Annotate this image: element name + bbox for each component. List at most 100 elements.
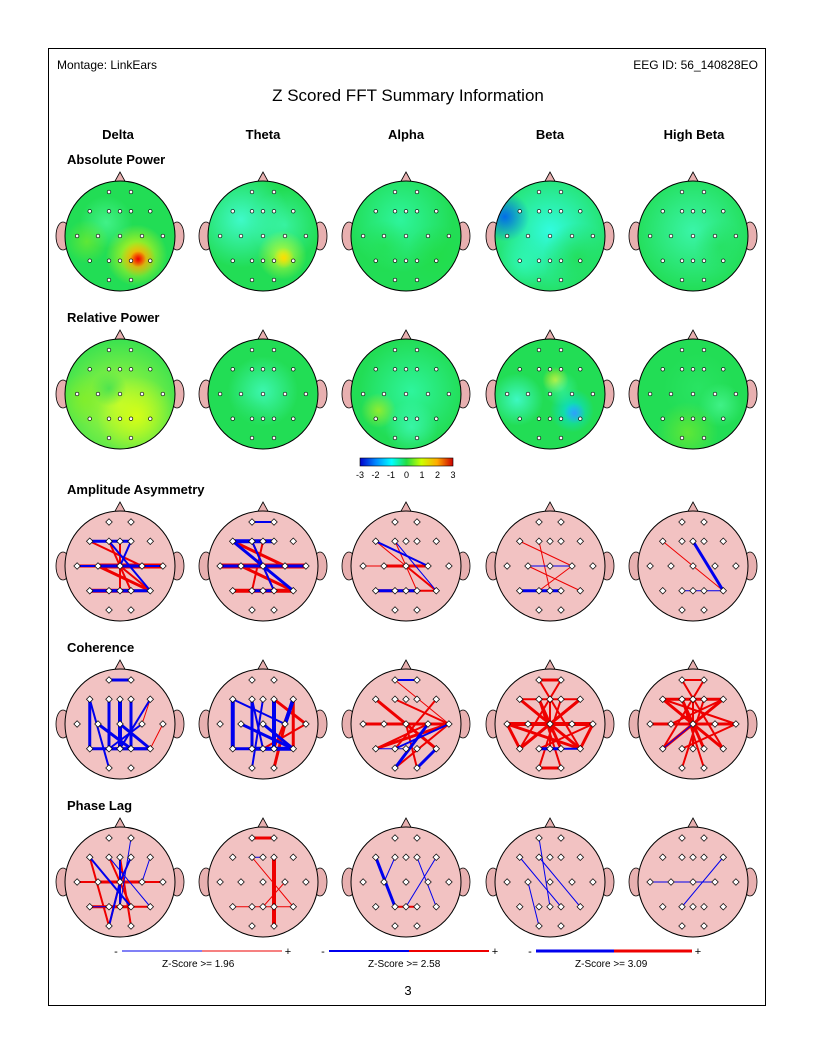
- electrode: [250, 259, 254, 263]
- legend-plus: +: [492, 946, 498, 958]
- electrode: [702, 259, 706, 263]
- electrode: [148, 209, 152, 213]
- electrode: [669, 234, 673, 238]
- electrode: [680, 348, 684, 352]
- electrode: [272, 190, 276, 194]
- electrode: [518, 259, 522, 263]
- electrode: [291, 259, 295, 263]
- electrode: [118, 259, 122, 263]
- electrode: [272, 436, 276, 440]
- electrode: [680, 259, 684, 263]
- electrode: [702, 367, 706, 371]
- electrode: [415, 348, 419, 352]
- electrode: [250, 417, 254, 421]
- electrode: [537, 278, 541, 282]
- electrode: [691, 234, 695, 238]
- electrode: [559, 278, 563, 282]
- head-map: [480, 160, 621, 301]
- page-number: 3: [0, 983, 816, 998]
- electrode: [648, 234, 652, 238]
- electrode: [261, 417, 265, 421]
- electrode: [231, 417, 235, 421]
- electrode: [272, 417, 276, 421]
- electrode: [721, 209, 725, 213]
- electrode: [537, 417, 541, 421]
- electrode: [393, 190, 397, 194]
- electrode: [250, 278, 254, 282]
- electrode: [140, 392, 144, 396]
- electrode: [648, 392, 652, 396]
- head-map: [629, 169, 757, 292]
- legend-minus: -: [321, 946, 325, 958]
- electrode: [691, 209, 695, 213]
- electrode: [107, 417, 111, 421]
- electrode: [374, 209, 378, 213]
- electrode: [591, 234, 595, 238]
- legend-minus: -: [114, 946, 118, 958]
- electrode: [374, 417, 378, 421]
- electrode: [118, 367, 122, 371]
- electrode: [434, 367, 438, 371]
- head-map: [56, 818, 184, 937]
- head-map: [56, 502, 184, 621]
- head-map: [629, 330, 757, 463]
- electrode: [526, 392, 530, 396]
- electrode: [537, 436, 541, 440]
- electrode: [291, 209, 295, 213]
- electrode: [434, 209, 438, 213]
- electrode: [107, 348, 111, 352]
- electrode: [518, 417, 522, 421]
- electrode: [691, 392, 695, 396]
- electrode: [239, 392, 243, 396]
- colorbar-tick: -3: [356, 470, 364, 480]
- electrode: [96, 234, 100, 238]
- electrode: [261, 367, 265, 371]
- electrode: [88, 417, 92, 421]
- electrode: [537, 209, 541, 213]
- electrode: [505, 392, 509, 396]
- colorbar-tick: 1: [419, 470, 424, 480]
- electrode: [578, 417, 582, 421]
- electrode: [382, 234, 386, 238]
- electrode: [415, 278, 419, 282]
- electrode: [250, 209, 254, 213]
- electrode: [518, 209, 522, 213]
- electrode: [702, 436, 706, 440]
- electrode: [570, 234, 574, 238]
- electrode: [272, 209, 276, 213]
- head-map: [193, 171, 327, 291]
- legend-plus: +: [285, 946, 291, 958]
- head-map: [199, 660, 327, 779]
- electrode: [548, 259, 552, 263]
- electrode: [415, 417, 419, 421]
- electrode: [393, 436, 397, 440]
- colorbar-tick: 3: [450, 470, 455, 480]
- electrode: [691, 417, 695, 421]
- electrode: [140, 234, 144, 238]
- head-map: [342, 660, 470, 779]
- electrode: [526, 234, 530, 238]
- electrode: [393, 259, 397, 263]
- electrode: [107, 190, 111, 194]
- electrode: [661, 417, 665, 421]
- electrode: [415, 209, 419, 213]
- electrode: [578, 259, 582, 263]
- electrode: [129, 367, 133, 371]
- electrode: [661, 209, 665, 213]
- electrode: [361, 234, 365, 238]
- electrode: [107, 436, 111, 440]
- electrode: [537, 367, 541, 371]
- legend-label-2: Z-Score >= 2.58: [368, 959, 440, 970]
- electrode: [272, 259, 276, 263]
- electrode: [261, 259, 265, 263]
- electrode: [118, 234, 122, 238]
- electrode: [374, 259, 378, 263]
- electrode: [75, 234, 79, 238]
- colorbar-tick: -2: [371, 470, 379, 480]
- electrode: [218, 392, 222, 396]
- electrode: [129, 436, 133, 440]
- electrode: [669, 392, 673, 396]
- legend-label-3: Z-Score >= 3.09: [575, 959, 647, 970]
- z-score-colorbar: -3 -2 -1 0 1 2 3: [356, 458, 456, 480]
- electrode: [505, 234, 509, 238]
